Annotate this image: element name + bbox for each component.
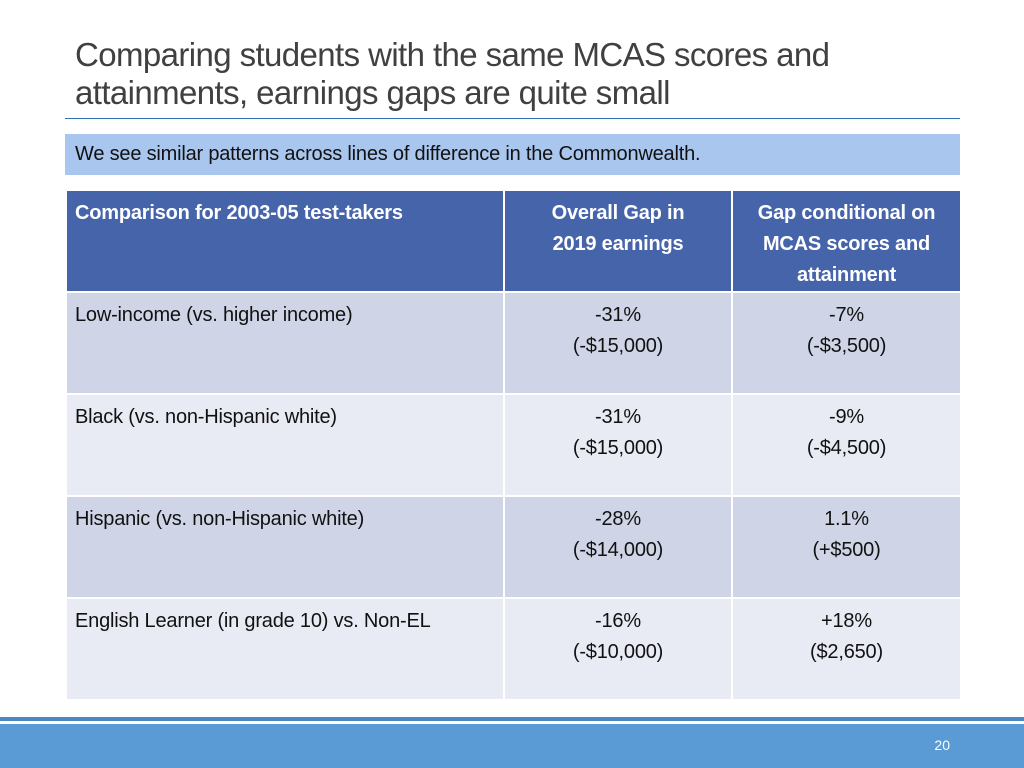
header-conditional-gap-line-2: MCAS scores and bbox=[762, 233, 931, 255]
table-row: Black (vs. non-Hispanic white) -31% (-$1… bbox=[65, 393, 962, 497]
slide-title-line-2: attainments, earnings gaps are quite sma… bbox=[75, 74, 670, 111]
slide-title: Comparing students with the same MCAS sc… bbox=[75, 36, 955, 112]
header-comparison: Comparison for 2003-05 test-takers bbox=[65, 189, 505, 293]
overall-gap-amount: (-$14,000) bbox=[572, 539, 664, 561]
conditional-gap-cell: -9% (-$4,500) bbox=[731, 393, 962, 497]
conditional-gap-percent: -7% bbox=[829, 304, 864, 326]
slide-title-line-1: Comparing students with the same MCAS sc… bbox=[75, 36, 830, 73]
row-label: Hispanic (vs. non-Hispanic white) bbox=[75, 508, 365, 530]
overall-gap-percent: -31% bbox=[595, 304, 641, 326]
table-row: English Learner (in grade 10) vs. Non-EL… bbox=[65, 597, 962, 701]
footer-bar bbox=[0, 724, 1024, 768]
row-label-cell: Hispanic (vs. non-Hispanic white) bbox=[65, 495, 505, 599]
header-comparison-label: Comparison for 2003-05 test-takers bbox=[75, 202, 403, 224]
title-divider bbox=[65, 118, 960, 119]
overall-gap-amount: (-$10,000) bbox=[572, 641, 664, 663]
table-row: Hispanic (vs. non-Hispanic white) -28% (… bbox=[65, 495, 962, 599]
overall-gap-cell: -31% (-$15,000) bbox=[503, 393, 733, 497]
subtitle-banner: We see similar patterns across lines of … bbox=[65, 134, 960, 175]
conditional-gap-cell: -7% (-$3,500) bbox=[731, 291, 962, 395]
overall-gap-percent: -31% bbox=[595, 406, 641, 428]
row-label-cell: English Learner (in grade 10) vs. Non-EL bbox=[65, 597, 505, 701]
overall-gap-percent: -28% bbox=[595, 508, 641, 530]
conditional-gap-percent: -9% bbox=[829, 406, 864, 428]
conditional-gap-amount: (-$4,500) bbox=[806, 437, 887, 459]
table-header-row: Comparison for 2003-05 test-takers Overa… bbox=[65, 189, 962, 293]
earnings-gap-table: Comparison for 2003-05 test-takers Overa… bbox=[65, 189, 962, 701]
table-row: Low-income (vs. higher income) -31% (-$1… bbox=[65, 291, 962, 395]
header-conditional-gap: Gap conditional on MCAS scores and attai… bbox=[731, 189, 962, 293]
overall-gap-cell: -16% (-$10,000) bbox=[503, 597, 733, 701]
header-conditional-gap-line-3: attainment bbox=[796, 264, 897, 286]
conditional-gap-amount: ($2,650) bbox=[810, 641, 883, 663]
row-label: English Learner (in grade 10) vs. Non-EL bbox=[75, 610, 431, 632]
conditional-gap-percent: +18% bbox=[821, 610, 872, 632]
overall-gap-cell: -31% (-$15,000) bbox=[503, 291, 733, 395]
row-label-cell: Low-income (vs. higher income) bbox=[65, 291, 505, 395]
header-conditional-gap-line-1: Gap conditional on bbox=[757, 202, 936, 224]
overall-gap-amount: (-$15,000) bbox=[572, 437, 664, 459]
row-label: Low-income (vs. higher income) bbox=[75, 304, 353, 326]
conditional-gap-percent: 1.1% bbox=[824, 508, 869, 530]
overall-gap-amount: (-$15,000) bbox=[572, 335, 664, 357]
conditional-gap-amount: (-$3,500) bbox=[806, 335, 887, 357]
subtitle-text: We see similar patterns across lines of … bbox=[75, 143, 701, 165]
overall-gap-cell: -28% (-$14,000) bbox=[503, 495, 733, 599]
header-overall-gap-line-1: Overall Gap in bbox=[551, 202, 685, 224]
conditional-gap-amount: (+$500) bbox=[812, 539, 881, 561]
conditional-gap-cell: +18% ($2,650) bbox=[731, 597, 962, 701]
footer-accent-line bbox=[0, 717, 1024, 721]
overall-gap-percent: -16% bbox=[595, 610, 641, 632]
row-label-cell: Black (vs. non-Hispanic white) bbox=[65, 393, 505, 497]
page-number: 20 bbox=[934, 737, 950, 753]
row-label: Black (vs. non-Hispanic white) bbox=[75, 406, 337, 428]
header-overall-gap: Overall Gap in 2019 earnings bbox=[503, 189, 733, 293]
conditional-gap-cell: 1.1% (+$500) bbox=[731, 495, 962, 599]
header-overall-gap-line-2: 2019 earnings bbox=[552, 233, 684, 255]
